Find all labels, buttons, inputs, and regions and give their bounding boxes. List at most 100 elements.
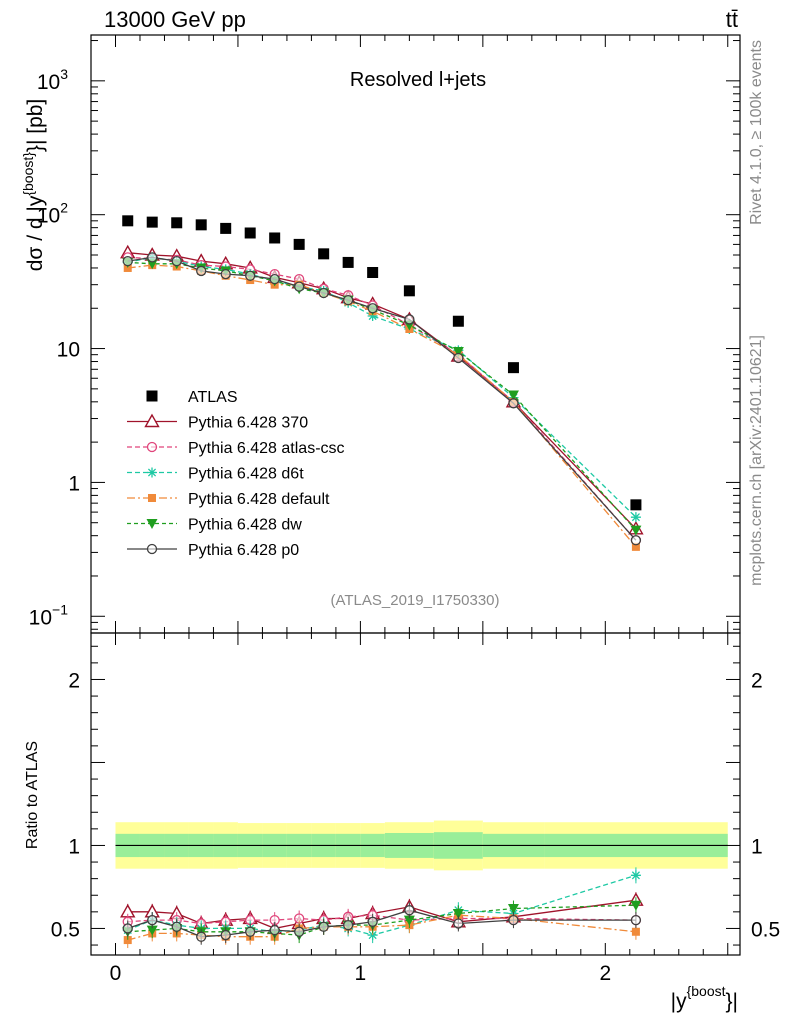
data-point [453,352,464,364]
legend-marker [146,441,158,453]
legend-item-pythia-6-428-dw: Pythia 6.428 dw [127,517,302,534]
legend-item-atlas: ATLAS [146,389,238,406]
data-point [294,281,305,292]
ratio-y-tick-label: 2 [68,669,80,692]
data-point [171,255,182,267]
data-point [507,362,519,374]
ratio-point [367,916,378,927]
data-point [631,542,640,551]
legend-marker [148,494,156,502]
atlas-uncertainty-band [115,820,728,871]
data-point [403,285,415,297]
series-atlas [122,215,642,511]
ratio-point [122,923,133,934]
ratio-point [452,909,464,920]
main-panel: Resolved l+jets (ATLAS_2019_I1750330) dσ… [20,34,741,634]
data-point [244,227,256,239]
data-point [269,232,281,244]
data-point [507,390,519,401]
ratio-point [453,918,464,929]
data-point [122,215,134,227]
ratio-y-tick-label-right: 0.5 [751,918,780,941]
legend-label: Pythia 6.428 atlas-csc [188,440,345,457]
legend-label: Pythia 6.428 default [188,491,330,508]
data-point [293,238,305,250]
ratio-y-axis-label: Ratio to ATLAS [24,741,41,849]
data-point [146,259,158,270]
main-y-axis-label: dσ / d |y{boost}}| [pb] [20,99,47,272]
data-point [404,314,415,325]
process-label: tt̄ [726,7,738,32]
data-point [146,216,158,228]
data-point [245,270,256,281]
series-line [127,256,637,518]
legend-marker [146,543,158,555]
ratio-point [404,905,415,916]
ratio-point [220,929,231,941]
ratio-series-pythia-6-428-p0 [122,902,642,945]
legend-label: ATLAS [188,389,238,406]
ratio-point [508,914,519,926]
ratio-series-group [120,867,644,949]
y-tick-label: 102 [37,200,68,228]
legend-item-pythia-6-428-default: Pythia 6.428 default [127,491,330,508]
ratio-point [147,914,158,926]
ratio-point [507,904,519,915]
legend: ATLAS Pythia 6.428 370 Pythia 6.428 atlas-… [127,389,345,559]
y-tick-label: 10 [57,339,80,362]
data-point [630,525,642,536]
legend-label: Pythia 6.428 370 [188,415,308,432]
data-point [367,266,379,278]
analysis-label: (ATLAS_2019_I1750330) [330,592,499,609]
data-point [630,499,642,511]
legend-label: Pythia 6.428 d6t [188,466,304,483]
ratio-point [123,936,132,945]
legend-marker [147,467,157,478]
chart-title: Resolved l+jets [350,69,486,91]
data-point [171,217,183,229]
data-point [508,398,519,409]
legend-item-pythia-6-428-d6t: Pythia 6.428 d6t [127,466,304,483]
series-line [127,261,637,531]
legend-item-pythia-6-428-p0: Pythia 6.428 p0 [127,542,299,559]
y-tick-label: 1 [68,472,80,495]
legend-label: Pythia 6.428 p0 [188,542,299,559]
data-point [122,255,133,267]
legend-marker [146,390,158,402]
ratio-point [196,931,207,942]
data-point [318,287,329,299]
legend-label: Pythia 6.428 dw [188,517,302,534]
x-axis-label: |y{boost}| [671,983,738,1013]
data-point [123,263,132,272]
ratio-point [269,924,280,936]
data-point [367,303,378,314]
data-point [343,294,354,306]
ratio-y-tick-label: 1 [68,835,80,858]
data-point [220,268,231,280]
x-tick-label: 0 [110,962,122,985]
ratio-axis-ticks: 0.5 0.5 1 1 2 2 0 1 2 [51,633,780,985]
y-tick-label: 10−1 [29,601,69,629]
ratio-point [630,900,642,911]
ratio-y-tick-label-right: 2 [751,669,763,692]
data-point [367,311,378,322]
data-point [220,222,232,234]
data-point [196,265,207,277]
data-point [195,219,207,231]
series-pythia-6-428-p0 [122,252,642,546]
ratio-point [630,870,641,881]
data-point [342,256,354,268]
data-point [630,512,641,523]
data-point [452,315,464,327]
data-point [269,273,280,285]
ratio-y-tick-label-right: 1 [751,835,763,858]
legend-marker [144,413,160,428]
ratio-point [631,927,640,936]
ratio-point [367,930,378,941]
ratio-point [630,914,642,926]
ratio-point [403,915,415,926]
data-point [318,248,330,260]
energy-label: 13000 GeV pp [104,7,246,32]
x-tick-label: 2 [599,962,611,985]
